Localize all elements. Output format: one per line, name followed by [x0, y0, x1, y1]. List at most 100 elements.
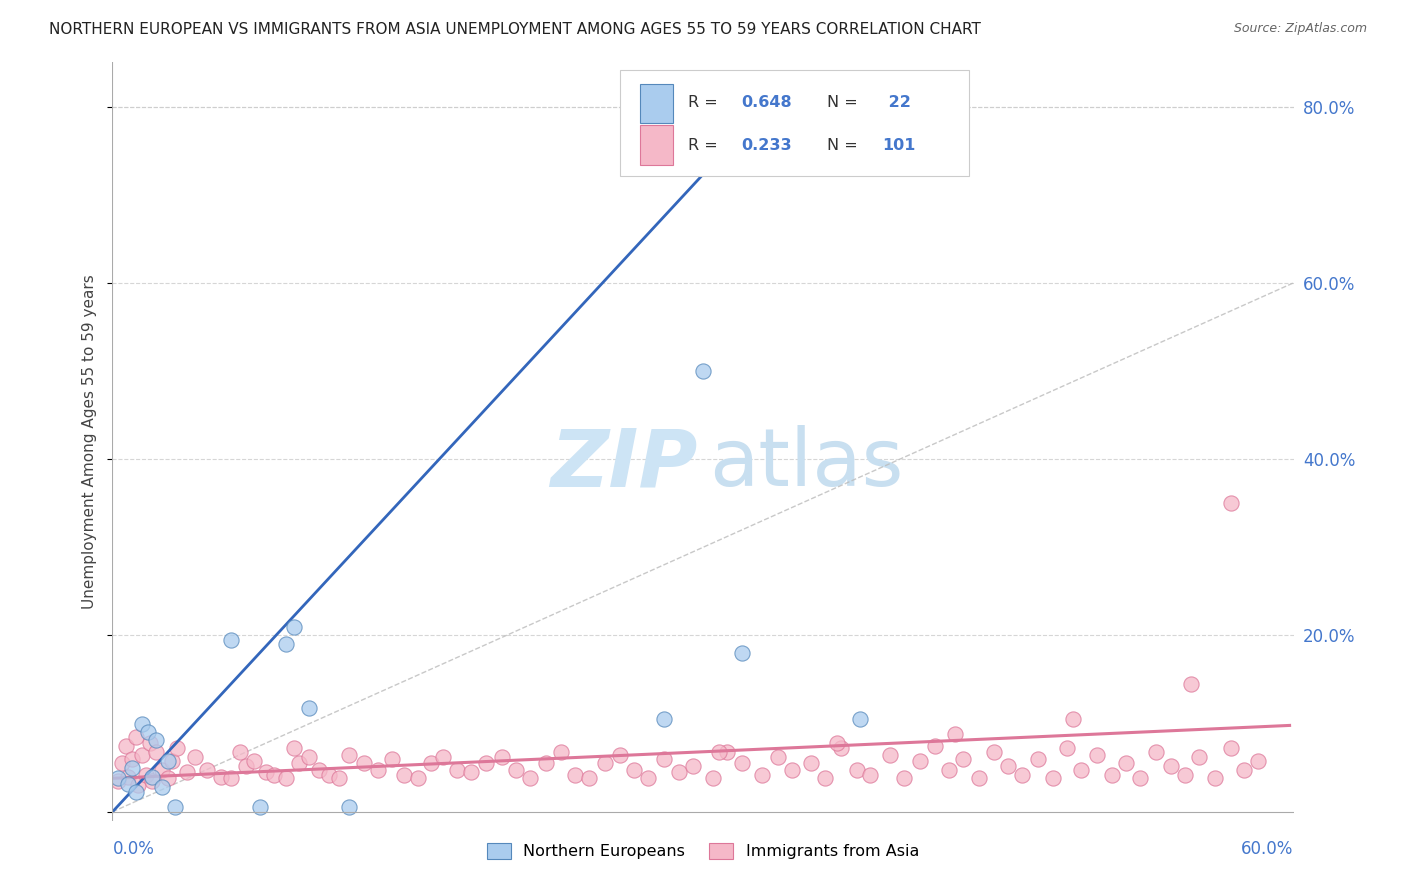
Point: [1188, 750, 1211, 764]
Point: [432, 750, 454, 764]
Text: 101: 101: [883, 138, 915, 153]
Point: [117, 776, 139, 790]
Point: [943, 727, 966, 741]
Point: [219, 772, 242, 786]
Point: [107, 774, 129, 789]
Point: [139, 736, 162, 750]
Point: [367, 763, 389, 777]
Point: [121, 752, 143, 766]
Point: [274, 772, 297, 786]
Point: [751, 768, 773, 782]
Point: [1026, 752, 1049, 766]
Point: [141, 774, 163, 789]
Point: [731, 646, 754, 660]
Point: [121, 761, 143, 775]
Text: R =: R =: [688, 95, 723, 110]
Point: [308, 763, 330, 777]
Point: [274, 637, 297, 651]
Point: [967, 772, 990, 786]
Text: R =: R =: [688, 138, 723, 153]
Point: [1219, 496, 1241, 510]
Point: [952, 752, 974, 766]
Point: [519, 772, 541, 786]
Point: [337, 747, 360, 762]
Point: [578, 772, 600, 786]
Point: [997, 759, 1019, 773]
Point: [125, 785, 148, 799]
Point: [1174, 768, 1197, 782]
Point: [716, 745, 738, 759]
Text: 22: 22: [883, 95, 911, 110]
Point: [150, 763, 173, 777]
Point: [893, 772, 915, 786]
Point: [1062, 712, 1084, 726]
Point: [1011, 768, 1033, 782]
Point: [609, 747, 631, 762]
Point: [1219, 741, 1241, 756]
Point: [849, 712, 872, 726]
Point: [879, 747, 901, 762]
Point: [107, 772, 129, 786]
Point: [550, 745, 572, 759]
FancyBboxPatch shape: [620, 70, 969, 177]
Text: 60.0%: 60.0%: [1241, 839, 1294, 857]
Point: [766, 750, 789, 764]
Point: [406, 772, 429, 786]
Point: [1101, 768, 1123, 782]
Point: [150, 780, 173, 794]
Point: [564, 768, 586, 782]
Point: [229, 745, 252, 759]
Point: [263, 768, 285, 782]
Point: [652, 752, 675, 766]
Point: [1160, 759, 1182, 773]
Point: [814, 772, 837, 786]
Point: [637, 772, 659, 786]
Text: N =: N =: [827, 95, 863, 110]
Point: [702, 772, 724, 786]
Point: [254, 765, 277, 780]
Point: [682, 759, 704, 773]
Point: [534, 756, 557, 771]
Point: [176, 765, 198, 780]
Point: [195, 763, 218, 777]
Point: [249, 800, 271, 814]
Point: [1085, 747, 1108, 762]
Point: [111, 756, 134, 771]
Point: [707, 745, 730, 759]
Point: [392, 768, 415, 782]
Text: Source: ZipAtlas.com: Source: ZipAtlas.com: [1233, 22, 1367, 36]
Point: [337, 800, 360, 814]
Point: [135, 768, 157, 782]
Point: [845, 763, 868, 777]
Point: [924, 739, 946, 753]
Point: [825, 736, 848, 750]
FancyBboxPatch shape: [640, 84, 673, 123]
Text: 0.233: 0.233: [741, 138, 792, 153]
Point: [136, 725, 159, 739]
Y-axis label: Unemployment Among Ages 55 to 59 years: Unemployment Among Ages 55 to 59 years: [82, 274, 97, 609]
Point: [184, 750, 207, 764]
Point: [780, 763, 803, 777]
Point: [859, 768, 882, 782]
Point: [1042, 772, 1064, 786]
Point: [288, 756, 311, 771]
Text: ZIP: ZIP: [550, 425, 697, 503]
Legend: Northern Europeans, Immigrants from Asia: Northern Europeans, Immigrants from Asia: [481, 837, 925, 866]
Point: [160, 754, 183, 768]
Point: [125, 730, 148, 744]
Text: atlas: atlas: [709, 425, 903, 503]
Point: [830, 741, 852, 756]
Point: [141, 770, 163, 784]
Point: [983, 745, 1005, 759]
Point: [800, 756, 823, 771]
Point: [460, 765, 482, 780]
Point: [1233, 763, 1256, 777]
Point: [1247, 754, 1270, 768]
Point: [1180, 677, 1202, 691]
Point: [156, 754, 179, 768]
Point: [115, 739, 138, 753]
Point: [209, 770, 232, 784]
Point: [235, 759, 257, 773]
Point: [420, 756, 443, 771]
Point: [127, 778, 149, 792]
